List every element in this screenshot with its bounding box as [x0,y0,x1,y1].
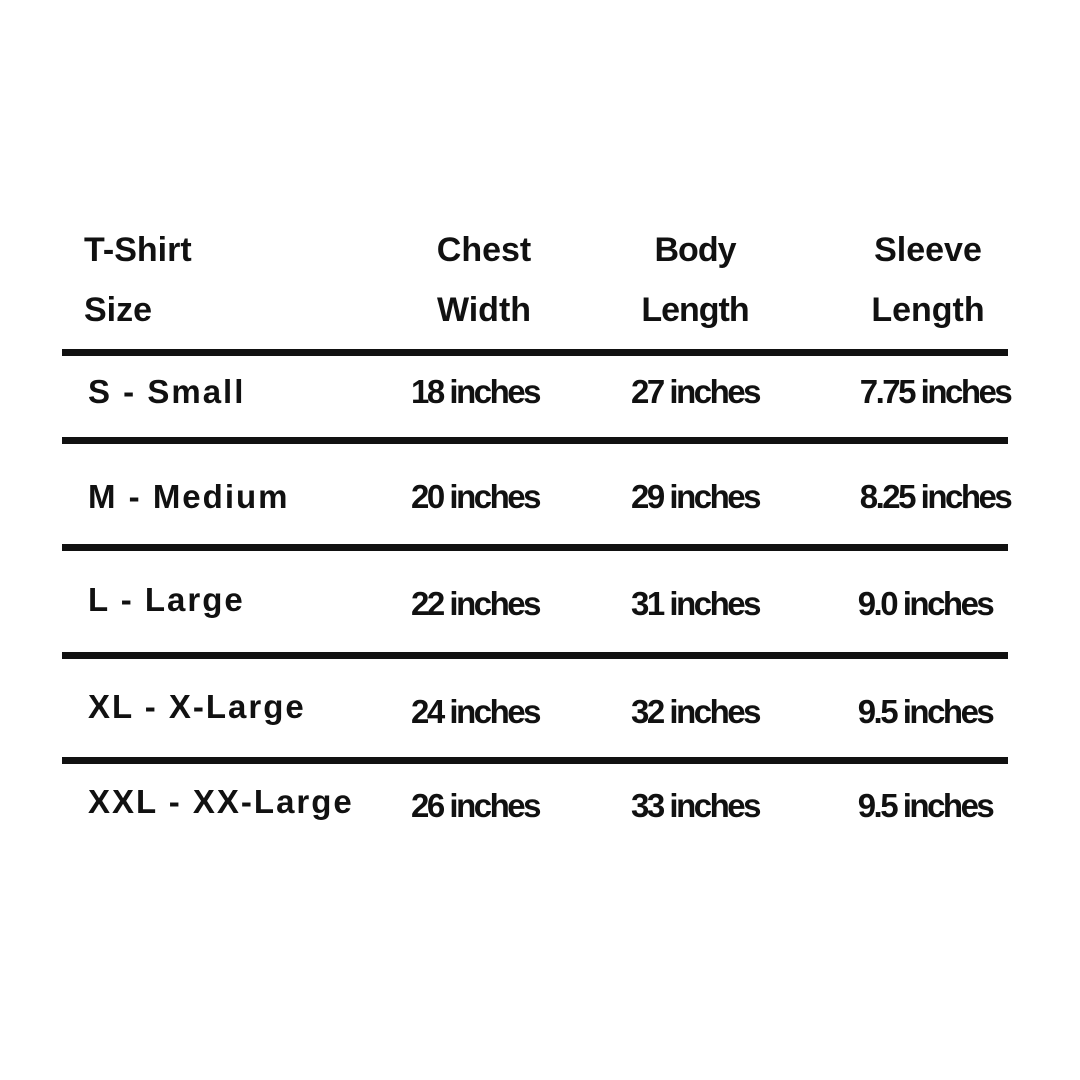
chest-cell: 20 inches [411,478,541,515]
sleeve-cell: 9.5 inches [857,787,995,824]
header-sleeve-line2: Length [871,291,985,329]
divider [62,544,1008,551]
header-sleeve-length: Sleeve Length [818,220,1038,340]
header-size: T-Shirt Size [84,220,192,340]
size-cell: L - Large [88,581,245,618]
divider [62,757,1008,764]
chest-cell: 18 inches [411,373,541,410]
sleeve-cell: 9.5 inches [857,693,995,730]
divider [62,652,1008,659]
sleeve-cell: 8.25 inches [859,478,1013,515]
header-chest-line2: Width [436,291,532,329]
size-cell: XL - X-Large [88,688,306,725]
divider [62,437,1008,444]
divider [62,349,1008,356]
chest-cell: 24 inches [411,693,541,730]
sleeve-cell: 7.75 inches [859,373,1013,410]
header-body-line2: Length [641,291,749,329]
body-cell: 27 inches [631,373,761,410]
size-cell: XXL - XX-Large [88,783,354,820]
size-cell: M - Medium [88,478,290,515]
header-size-line2: Size [84,291,153,329]
header-size-line1: T-Shirt [84,231,192,269]
header-chest-line1: Chest [436,231,532,269]
header-body-length: Body Length [585,220,805,340]
body-cell: 29 inches [631,478,761,515]
header-chest-width: Chest Width [374,220,594,340]
size-cell: S - Small [88,373,246,410]
header-sleeve-line1: Sleeve [874,231,982,269]
chest-cell: 22 inches [411,585,541,622]
chest-cell: 26 inches [411,787,541,824]
body-cell: 33 inches [631,787,761,824]
sleeve-cell: 9.0 inches [857,585,995,622]
body-cell: 31 inches [631,585,761,622]
header-body-line1: Body [654,231,737,269]
body-cell: 32 inches [631,693,761,730]
